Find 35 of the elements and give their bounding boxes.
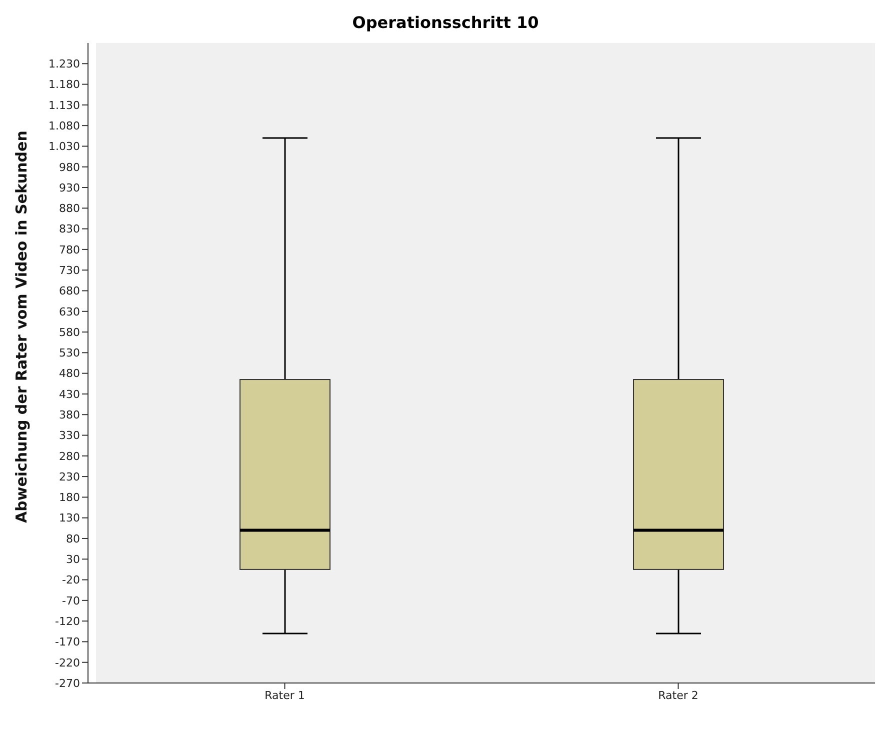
y-tick-label: -270 — [55, 676, 80, 690]
y-tick-label: 880 — [59, 202, 80, 216]
y-tick-label: 630 — [59, 305, 80, 318]
y-tick-label: 180 — [59, 491, 80, 504]
y-tick-label: 230 — [59, 470, 80, 484]
y-tick-label: 980 — [59, 160, 80, 174]
y-tick-label: 930 — [59, 181, 80, 194]
y-tick-label: 730 — [59, 264, 80, 277]
y-axis-title: Abweichung der Rater vom Video in Sekunden — [12, 130, 30, 523]
y-tick-label: 380 — [59, 408, 80, 422]
y-tick-label: -170 — [55, 636, 80, 649]
y-tick-label: 430 — [59, 388, 80, 401]
x-tick-label: Rater 1 — [264, 688, 305, 702]
y-tick-label: -220 — [55, 656, 80, 670]
y-tick-label: -20 — [62, 574, 80, 587]
y-tick-label: 780 — [59, 243, 80, 256]
y-tick-label: 680 — [59, 284, 80, 298]
chart-title: Operationsschritt 10 — [351, 12, 540, 34]
y-tick-label: 130 — [59, 512, 80, 525]
y-tick-label: 480 — [59, 367, 80, 380]
y-tick-label: 80 — [66, 532, 80, 546]
y-tick-label: 1.230 — [48, 58, 80, 71]
y-tick-label: 1.030 — [48, 140, 80, 154]
y-tick-label: 830 — [59, 222, 80, 236]
y-tick-label: 330 — [59, 429, 80, 442]
y-tick-label: 280 — [59, 450, 80, 463]
y-tick-label: 580 — [59, 326, 80, 339]
y-tick-label: 30 — [66, 553, 80, 566]
y-tick-label: 1.130 — [48, 98, 80, 112]
y-tick-label: 1.080 — [48, 119, 80, 132]
x-tick-label: Rater 2 — [658, 688, 698, 702]
y-tick-label: -70 — [62, 594, 80, 608]
y-tick-label: 530 — [59, 346, 80, 360]
y-tick-label: 1.180 — [48, 78, 80, 92]
y-tick-label: -120 — [55, 614, 80, 628]
